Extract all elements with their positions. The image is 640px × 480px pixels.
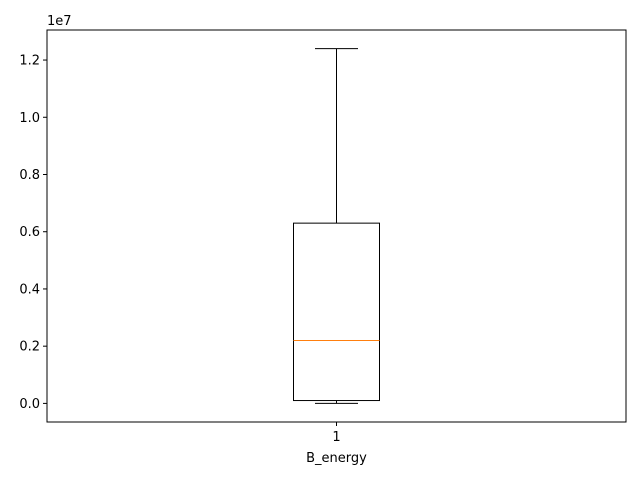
y-tick-label: 0.6: [19, 225, 40, 240]
y-tick-label: 1.2: [19, 54, 40, 69]
y-tick-label: 1.0: [19, 111, 40, 126]
iqr-box: [293, 222, 380, 402]
y-scale-label: 1e7: [47, 14, 72, 29]
x-ticks: 1: [332, 422, 341, 445]
x-axis-label: B_energy: [306, 451, 367, 466]
y-ticks: 0.0 0.2 0.4 0.6 0.8 1.0 1.2: [19, 54, 47, 412]
plot-area: 0.0 0.2 0.4 0.6 0.8 1.0 1.2 1 1e7 B_energy: [19, 14, 627, 466]
y-tick-label: 0.2: [19, 340, 40, 355]
box-series: [293, 48, 380, 404]
box-plot: [293, 48, 380, 404]
y-tick-label: 0.4: [19, 282, 40, 297]
x-tick-label: 1: [332, 430, 340, 445]
y-tick-label: 0.8: [19, 168, 40, 183]
y-tick-label: 0.0: [19, 397, 40, 412]
